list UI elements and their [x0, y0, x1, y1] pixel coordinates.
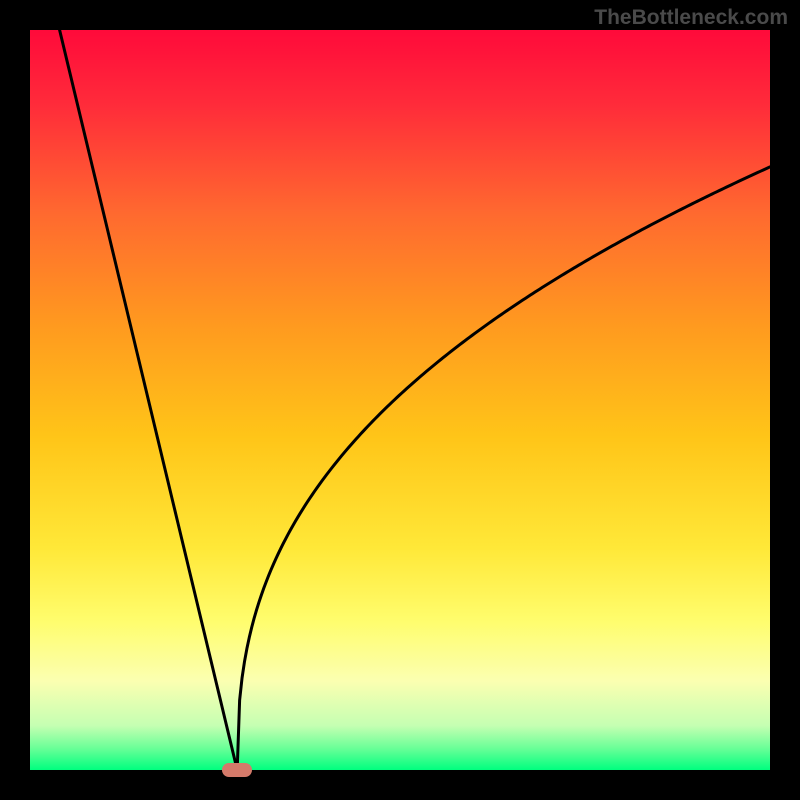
- chart-container: TheBottleneck.com: [0, 0, 800, 800]
- apex-marker: [222, 763, 252, 777]
- curve-svg: [30, 30, 770, 770]
- watermark-text: TheBottleneck.com: [594, 6, 788, 30]
- bottleneck-curve: [60, 30, 770, 770]
- plot-area: [30, 30, 770, 770]
